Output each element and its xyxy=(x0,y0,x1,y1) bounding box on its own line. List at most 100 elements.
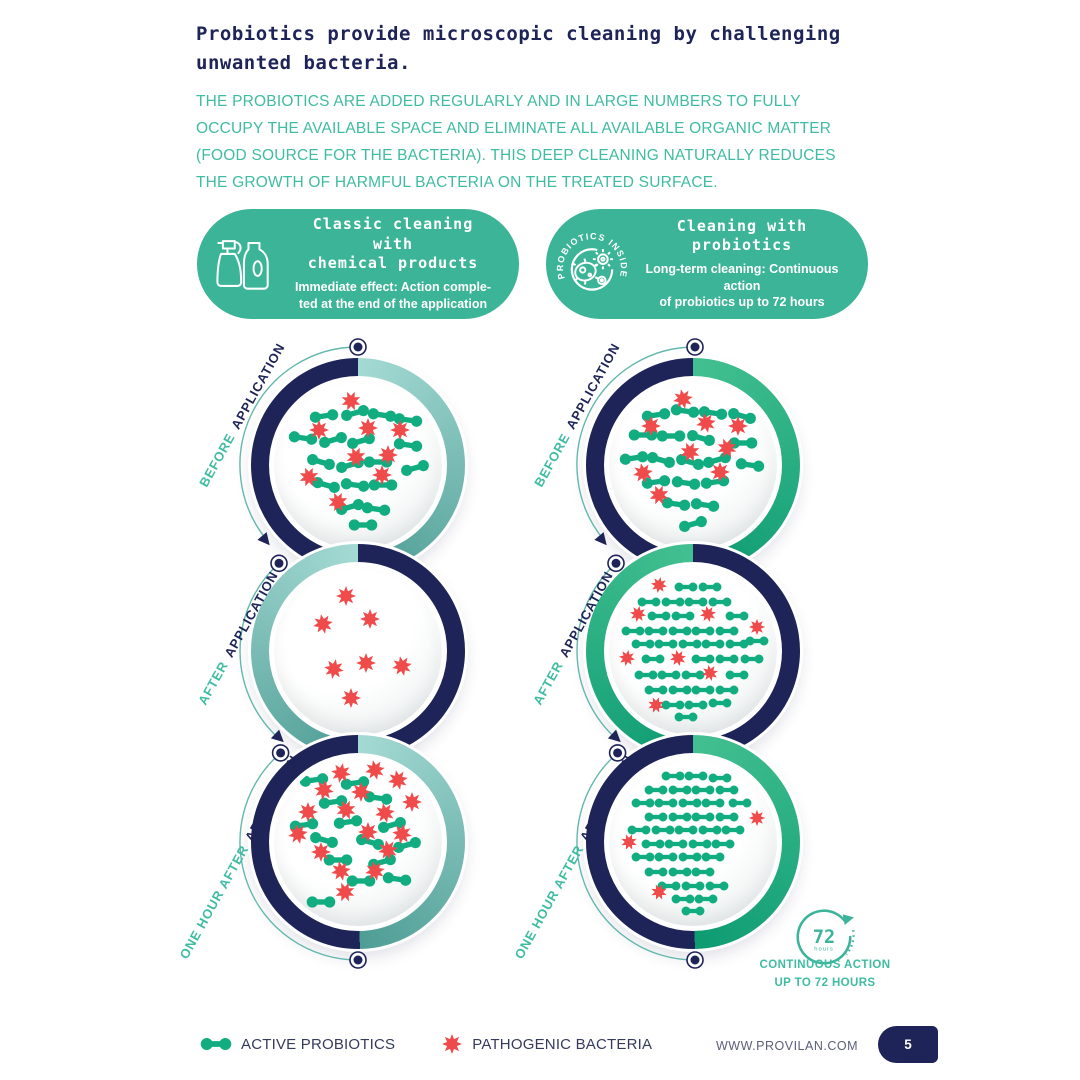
pathogen-star-icon xyxy=(360,758,390,785)
petri-dish xyxy=(604,753,782,931)
probiotic-dumbbell-icon xyxy=(657,669,681,679)
probiotic-dumbbell-icon xyxy=(691,785,715,795)
probiotic-dumbbell-icon xyxy=(691,867,715,877)
probiotic-dumbbell-icon xyxy=(674,582,698,592)
probiotic-dumbbell-icon xyxy=(715,654,739,664)
pathogen-star-icon xyxy=(709,461,731,483)
page-title: Probiotics provide microscopic cleaning … xyxy=(196,23,841,75)
pathogen-star-icon xyxy=(360,855,390,885)
probiotic-dumbbell-icon xyxy=(631,798,655,808)
probiotic-dumbbell-icon xyxy=(678,639,702,649)
probiotic-dumbbell-icon xyxy=(654,852,678,862)
pathogen-star-icon xyxy=(359,608,381,630)
probiotic-dumbbell-icon xyxy=(661,597,685,607)
pathogen-star-icon xyxy=(335,585,357,607)
pathogen-star-icon xyxy=(357,417,379,439)
pathogen-star-icon xyxy=(697,660,722,685)
petri-dish xyxy=(269,376,447,554)
probiotic-dumbbell-icon xyxy=(678,798,702,808)
pathogen-star-icon xyxy=(308,419,330,441)
probiotic-dumbbell-icon xyxy=(362,790,393,807)
pathogen-star-icon xyxy=(373,835,403,865)
svg-text:PROBIOTICS INSIDE: PROBIOTICS INSIDE xyxy=(556,231,628,280)
probiotic-dumbbell-icon xyxy=(644,867,668,877)
pathogen-star-icon xyxy=(649,575,670,596)
stage-label-accent: BEFORE xyxy=(531,430,573,490)
probiotic-dumbbell-icon xyxy=(671,611,695,621)
probiotic-dumbbell-icon xyxy=(651,825,675,835)
stage-label-accent: AFTER xyxy=(530,658,567,708)
probiotic-dumbbell-icon xyxy=(368,479,398,492)
probiotic-dumbbell-icon xyxy=(621,626,645,636)
petri-probiotic-before xyxy=(586,358,800,572)
badge-72-number: 72 xyxy=(813,927,835,948)
spray-bottles-icon xyxy=(197,232,289,296)
probiotics-inside-badge-icon: PROBIOTICS INSIDE xyxy=(546,228,638,300)
probiotic-dumbbell-icon xyxy=(671,475,702,492)
probiotic-dumbbell-icon xyxy=(698,582,722,592)
probiotic-dumbbell-icon xyxy=(708,773,732,783)
card-subtitle: Immediate effect: Action comple- ted at … xyxy=(294,279,492,311)
pathogen-star-icon xyxy=(748,809,766,827)
probiotic-dumbbell-icon xyxy=(728,437,758,450)
probiotic-dumbbell-icon xyxy=(381,871,412,888)
pathogen-star-icon xyxy=(322,657,348,683)
intro-paragraph: THE PROBIOTICS ARE ADDED REGULARLY AND I… xyxy=(196,93,836,192)
probiotic-dumbbell-icon xyxy=(668,685,692,695)
pathogen-star-icon xyxy=(401,791,423,813)
probiotic-dumbbell-icon xyxy=(399,458,431,478)
probiotic-dumbbell-icon xyxy=(708,597,732,607)
probiotic-dumbbell-icon xyxy=(654,639,678,649)
stage-label-accent: ONE HOUR AFTER xyxy=(511,842,587,962)
probiotic-dumbbell-icon xyxy=(701,639,725,649)
probiotic-dumbbell-icon xyxy=(375,815,407,835)
pathogen-star-icon xyxy=(357,821,379,843)
probiotic-dumbbell-icon xyxy=(631,852,655,862)
pathogen-star-icon xyxy=(310,841,332,863)
probiotic-dumbbell-icon xyxy=(668,785,692,795)
probiotic-dumbbell-icon xyxy=(681,881,705,891)
probiotic-dumbbell-icon xyxy=(668,812,692,822)
pathogen-star-icon xyxy=(386,651,416,681)
pathogen-star-icon xyxy=(371,464,393,486)
probiotic-dumbbell-icon xyxy=(361,500,392,517)
probiotic-dumbbell-icon xyxy=(715,785,739,795)
probiotic-dumbbell-icon xyxy=(681,906,705,916)
probiotic-dumbbell-icon xyxy=(726,406,758,426)
probiotic-dumbbell-icon xyxy=(728,798,752,808)
probiotic-dumbbell-icon xyxy=(664,839,688,849)
website-link[interactable]: WWW.PROVILAN.COM xyxy=(715,1039,858,1053)
pathogen-star-icon xyxy=(617,647,638,668)
card-title: Cleaning with probiotics xyxy=(676,216,808,255)
legend-label: ACTIVE PROBIOTICS xyxy=(241,1035,396,1053)
probiotic-dumbbell-icon xyxy=(631,639,655,649)
pathogen-star-icon xyxy=(748,618,766,636)
probiotic-dumbbell-icon xyxy=(740,654,764,664)
probiotic-dumbbell-icon xyxy=(701,852,725,862)
petri-classic-before xyxy=(251,358,465,572)
probiotic-dumbbell-icon xyxy=(725,611,749,621)
legend: ACTIVE PROBIOTICS PATHOGENIC BACTERIA xyxy=(200,1033,652,1055)
probiotic-dumbbell-icon xyxy=(708,698,732,708)
legend-item-pathogenic-bacteria: PATHOGENIC BACTERIA xyxy=(441,1033,652,1055)
probiotic-dumbbell-icon xyxy=(393,411,424,428)
probiotic-dumbbell-icon xyxy=(689,497,720,514)
stage-label-accent: BEFORE xyxy=(196,430,238,490)
probiotic-dumbbell-icon xyxy=(393,437,424,454)
probiotic-dumbbell-icon xyxy=(644,626,668,636)
stage-label-accent: ONE HOUR AFTER xyxy=(176,842,252,962)
pathogen-star-icon xyxy=(340,687,362,709)
pathogen-star-icon xyxy=(370,798,400,828)
legend-label: PATHOGENIC BACTERIA xyxy=(472,1035,653,1053)
probiotic-dumbbell-icon xyxy=(661,700,685,710)
card-probiotic-cleaning: PROBIOTICS INSIDE Cleaning with probioti… xyxy=(546,209,868,319)
petri-dish xyxy=(604,376,782,554)
pathogen-star-icon xyxy=(644,693,667,716)
petri-dish xyxy=(269,562,447,740)
probiotic-dumbbell-icon xyxy=(715,626,739,636)
petri-dish xyxy=(269,753,447,931)
probiotic-dumbbell-icon xyxy=(200,1038,232,1050)
probiotic-dumbbell-icon xyxy=(691,654,715,664)
probiotic-dumbbell-icon xyxy=(711,839,735,849)
pathogen-star-icon xyxy=(691,408,721,438)
